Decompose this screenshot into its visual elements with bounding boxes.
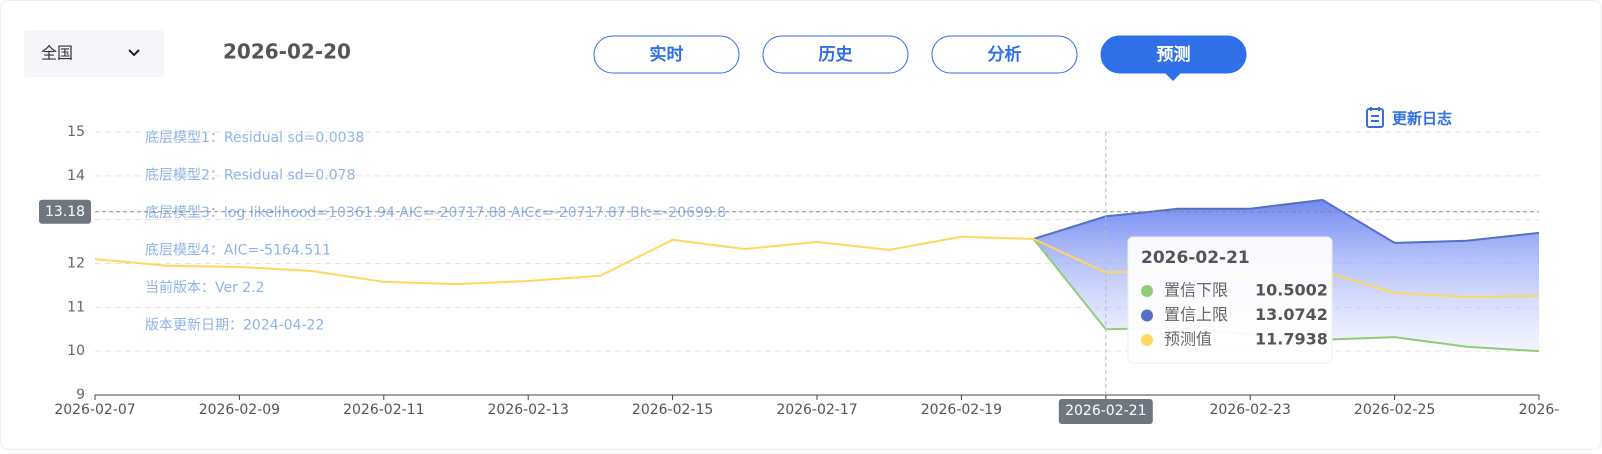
y-tick-label: 14: [67, 168, 85, 184]
crosshair-x-badge: [1058, 399, 1153, 424]
tooltip-value: 13.0742: [1255, 305, 1328, 324]
y-tick-label: 11: [67, 299, 85, 315]
log-icon[interactable]: [1366, 108, 1384, 128]
tooltip-series-name: 置信上限: [1164, 305, 1228, 324]
series-line: [1033, 198, 1540, 244]
crosshair-y-label: 13.18: [45, 204, 85, 220]
update-log[interactable]: 更新日志: [1366, 107, 1452, 128]
tooltip-series-name: 置信下限: [1164, 281, 1228, 300]
y-tick-label: 15: [67, 124, 85, 140]
crosshair-x-label: 2026-02-21: [1065, 403, 1146, 419]
tab[interactable]: [762, 35, 909, 74]
tab[interactable]: [593, 35, 740, 74]
annotation: 底层模型3：log likelihood=10361.94 AIC=-20717…: [145, 205, 726, 221]
annotation: 底层模型1：Residual sd=0.0038: [145, 130, 364, 146]
region-select[interactable]: 全国: [24, 30, 164, 77]
annotation: 版本更新日期：2024-04-22: [145, 318, 324, 334]
tooltip-marker: [1141, 334, 1153, 346]
log-icon-lines[interactable]: [1370, 107, 1380, 122]
crosshair-y-badge: [39, 199, 91, 224]
tabs[interactable]: 实时 历史 分析 预测: [593, 35, 1247, 81]
select-box[interactable]: [24, 30, 164, 77]
y-tick-label: 10: [67, 343, 85, 359]
annotation: 当前版本：Ver 2.2: [145, 279, 265, 296]
x-tick-label: 2026-02-09: [199, 402, 280, 418]
tooltip-marker: [1141, 309, 1153, 322]
x-tick-label: 2026-02-07: [54, 402, 135, 418]
tab-label[interactable]: 分析: [988, 44, 1022, 65]
tooltip-marker: [1141, 285, 1153, 297]
x-tick-label: 2026-02-25: [1354, 402, 1435, 418]
chevron[interactable]: [128, 49, 140, 57]
tab-label[interactable]: 历史: [819, 44, 854, 65]
x-tick-label: 2026-02-13: [488, 402, 569, 418]
tooltip-value: 10.5002: [1255, 281, 1328, 300]
x-tick-label: 2026-02-11: [343, 402, 424, 418]
update-log-link[interactable]: 更新日志: [1392, 110, 1452, 128]
date: 2026-02-20: [223, 40, 351, 64]
x-tick-label: 2026-02-17: [776, 402, 857, 418]
y-tick-label: 12: [67, 256, 85, 272]
tab-pointer[interactable]: [1165, 73, 1181, 81]
tab-label[interactable]: 实时: [650, 44, 684, 65]
tooltip: [1127, 236, 1333, 364]
x-tick-label: 2026-02-19: [921, 402, 1002, 418]
tooltip-title: 2026-02-21: [1141, 248, 1250, 268]
tooltip-series-name: 预测值: [1164, 330, 1212, 349]
select-value[interactable]: 全国: [41, 44, 73, 63]
tab[interactable]: [931, 35, 1078, 74]
y-tick-label: 9: [76, 387, 85, 403]
tab-label[interactable]: 预测: [1157, 44, 1191, 65]
annotation: 底层模型4：AIC=-5164.511: [145, 243, 331, 259]
tooltip-value: 11.7938: [1255, 330, 1328, 349]
x-tick-label: 2026-: [1519, 402, 1560, 418]
annotation: 底层模型2：Residual sd=0.078: [145, 168, 355, 184]
x-tick-label: 2026-02-15: [632, 402, 713, 418]
x-tick-label: 2026-02-23: [1210, 402, 1291, 418]
